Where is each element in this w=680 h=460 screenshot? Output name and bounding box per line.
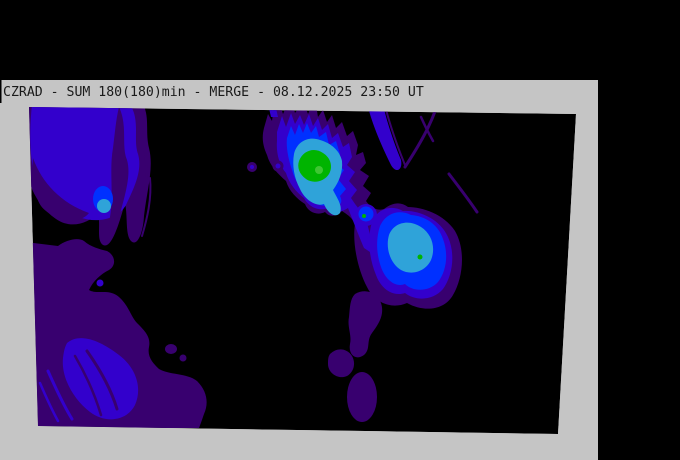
precip-streak — [73, 354, 103, 417]
precip-dot — [275, 163, 281, 169]
product-title: CZRAD - SUM 180(180)min - MERGE - 08.12.… — [3, 85, 424, 100]
radar-map-background — [29, 107, 576, 434]
precip-streak — [108, 107, 129, 234]
precip-dot — [417, 254, 423, 260]
precip-dot — [250, 165, 254, 169]
precip-area — [62, 338, 139, 420]
precip-area — [328, 349, 355, 378]
precip-streak — [141, 177, 152, 237]
precip-cell-northwest — [29, 107, 152, 246]
precip-area — [347, 372, 377, 422]
title-bar-edge-mark — [0, 80, 2, 103]
precip-streak — [46, 369, 74, 421]
precip-streak — [133, 108, 148, 189]
precip-blobs-south — [328, 291, 383, 422]
precip-dot — [358, 206, 374, 222]
precip-field-southwest — [29, 239, 207, 428]
precip-streak — [366, 107, 402, 171]
precip-streak — [447, 172, 479, 214]
precip-area — [348, 291, 383, 358]
precip-core — [387, 222, 434, 273]
precip-area — [32, 158, 89, 221]
precip-streak — [419, 115, 435, 143]
precip-cell-southeast — [369, 207, 453, 299]
radar-map-area — [29, 107, 576, 434]
precip-core — [298, 149, 331, 182]
precip-max-core — [315, 166, 323, 174]
precip-streak — [38, 381, 60, 423]
precip-streak — [85, 349, 119, 411]
precip-dot — [362, 214, 366, 218]
precip-dot — [165, 344, 177, 354]
precip-core — [97, 199, 111, 213]
precip-dot — [179, 354, 187, 362]
precip-dot — [96, 279, 104, 287]
